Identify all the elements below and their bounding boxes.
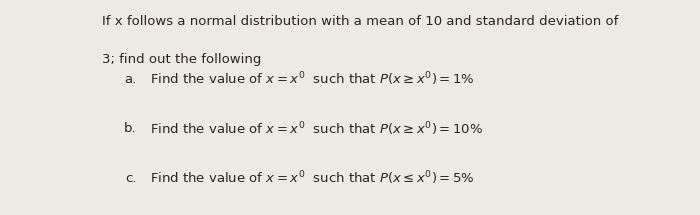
Text: 3; find out the following: 3; find out the following [102,53,261,66]
Text: b.: b. [124,123,136,135]
Text: a.: a. [125,73,136,86]
Text: Find the value of $x = x^0$  such that $P(x \geq x^0) = 10\%$: Find the value of $x = x^0$ such that $P… [150,120,484,138]
Text: If x follows a normal distribution with a mean of 10 and standard deviation of: If x follows a normal distribution with … [102,15,618,28]
Text: c.: c. [125,172,136,185]
Text: Find the value of $x = x^0$  such that $P(x \geq x^0) = 1\%$: Find the value of $x = x^0$ such that $P… [150,71,475,88]
Text: Find the value of $x = x^0$  such that $P(x \leq x^0) = 5\%$: Find the value of $x = x^0$ such that $P… [150,170,475,187]
